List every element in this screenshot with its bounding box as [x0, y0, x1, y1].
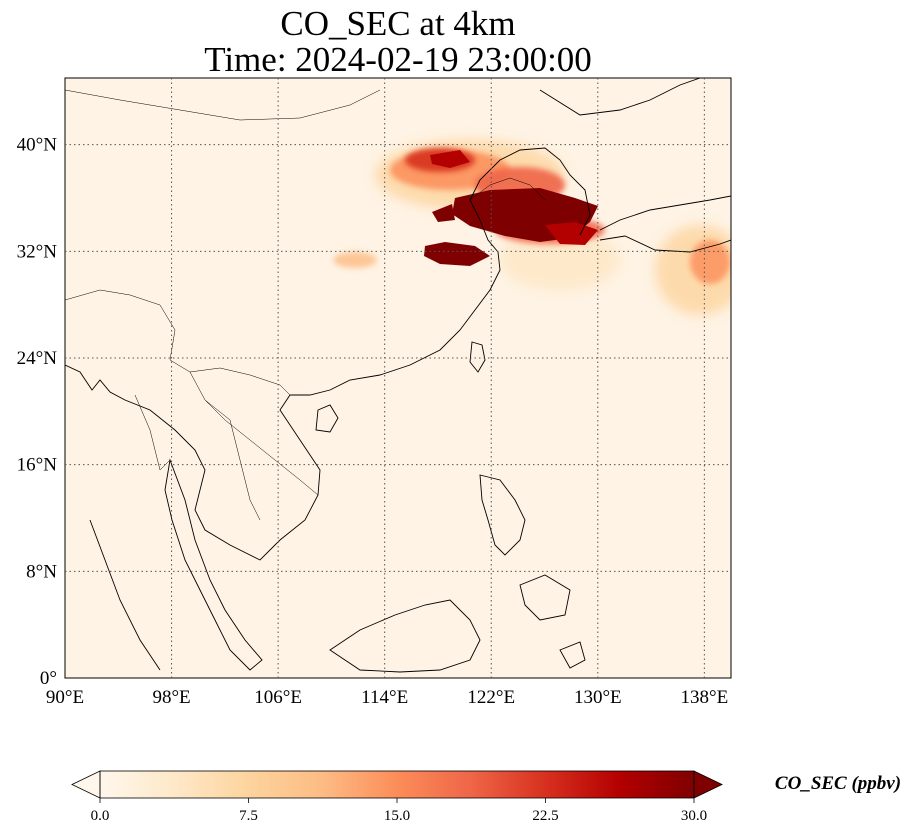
chart-subtitle-time: Time: 2024-02-19 23:00:00	[204, 40, 592, 79]
lon-tick-label: 90°E	[46, 687, 84, 708]
colorbar-label: CO_SEC (ppbv)	[775, 773, 901, 794]
longitude-ticks: 90°E 98°E 106°E 114°E 122°E 130°E 138°E	[46, 687, 728, 708]
lat-tick-label: 24°N	[17, 348, 58, 369]
lat-tick-label: 40°N	[17, 135, 58, 156]
lat-tick-label: 32°N	[17, 241, 58, 262]
lon-tick-label: 114°E	[361, 687, 408, 708]
lat-tick-label: 0°	[40, 668, 57, 689]
colorbar-extend-high	[693, 770, 723, 799]
colorbar-tick-label: 7.5	[239, 808, 258, 824]
lon-tick-label: 106°E	[254, 687, 302, 708]
lat-tick-label: 16°N	[17, 455, 58, 476]
coastlines	[65, 78, 731, 673]
colorbar-extend-low	[71, 770, 101, 799]
map-frame	[64, 77, 732, 679]
lon-tick-label: 98°E	[152, 687, 190, 708]
country-borders	[65, 89, 546, 521]
colorbar-tick-label: 15.0	[384, 808, 410, 824]
gridlines	[65, 78, 731, 678]
colorbar-ticks: 0.0 7.5 15.0 22.5 30.0	[91, 798, 707, 824]
lon-tick-label: 122°E	[467, 687, 515, 708]
map-plot-area	[65, 78, 731, 673]
lon-tick-label: 130°E	[574, 687, 622, 708]
colorbar-tick-label: 30.0	[681, 808, 707, 824]
colorbar-tick-label: 0.0	[91, 808, 110, 824]
concentration-field	[333, 140, 731, 315]
latitude-ticks: 0° 8°N 16°N 24°N 32°N 40°N	[17, 135, 58, 689]
lat-tick-label: 8°N	[26, 561, 57, 582]
lon-tick-label: 138°E	[681, 687, 729, 708]
colorbar-tick-label: 22.5	[532, 808, 558, 824]
colorbar-gradient	[100, 771, 694, 798]
chart-title: CO_SEC at 4km	[280, 4, 516, 43]
colorbar: 0.0 7.5 15.0 22.5 30.0 CO_SEC (ppbv)	[71, 770, 901, 824]
